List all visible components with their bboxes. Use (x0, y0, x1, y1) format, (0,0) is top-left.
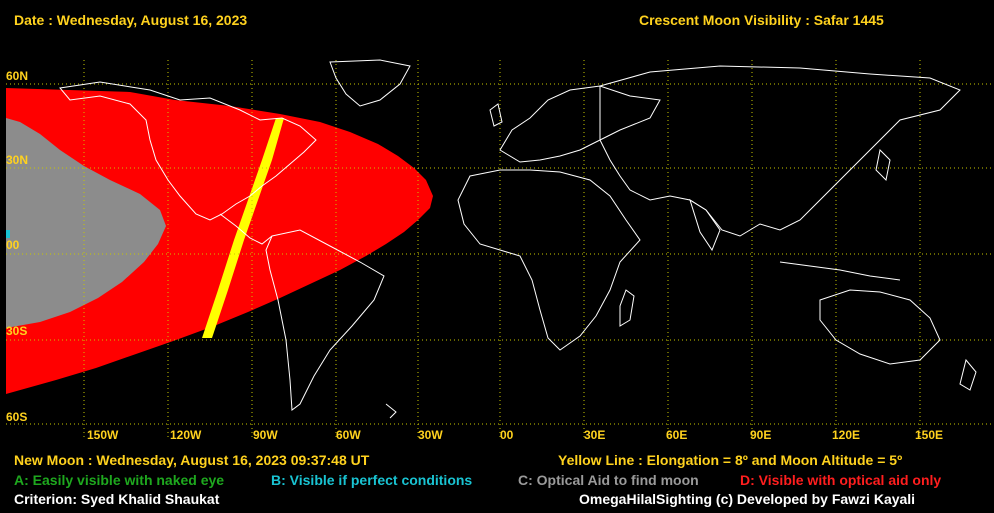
lon-label-150e: 150E (915, 428, 944, 442)
criterion-label: Criterion: Syed Khalid Shaukat (14, 491, 220, 507)
lat-label-60n: 60N (6, 69, 29, 83)
legend-b: B: Visible if perfect conditions (271, 472, 473, 488)
lat-label-60s: 60S (6, 410, 28, 424)
legend-a: A: Easily visible with naked eye (14, 472, 225, 488)
lat-label-30n: 30N (6, 153, 29, 167)
lon-label-30e: 30E (584, 428, 606, 442)
zone-d-region (6, 88, 433, 394)
lon-label-00: 00 (500, 428, 514, 442)
zone-b-region (6, 230, 10, 238)
lon-label-150w: 150W (87, 428, 119, 442)
lon-label-90w: 90W (253, 428, 278, 442)
credit-label: OmegaHilalSighting (c) Developed by Fawz… (579, 491, 916, 507)
legend-c: C: Optical Aid to find moon (518, 472, 699, 488)
lat-label-00: 00 (6, 238, 20, 252)
lon-label-120e: 120E (832, 428, 861, 442)
zone-c-region (6, 118, 166, 328)
lon-label-60e: 60E (666, 428, 688, 442)
date-label: Date : Wednesday, August 16, 2023 (14, 12, 248, 28)
lon-label-120w: 120W (170, 428, 202, 442)
coastlines (59, 59, 977, 419)
lon-label-90e: 90E (750, 428, 772, 442)
graticule (6, 60, 994, 440)
lat-label-30s: 30S (6, 324, 28, 338)
lon-label-30w: 30W (418, 428, 443, 442)
legend-d: D: Visible with optical aid only (740, 472, 942, 488)
map-title: Crescent Moon Visibility : Safar 1445 (639, 12, 884, 28)
yellow-line-legend: Yellow Line : Elongation = 8º and Moon A… (558, 452, 903, 468)
yellow-line (202, 118, 284, 338)
lon-label-60w: 60W (336, 428, 361, 442)
new-moon-label: New Moon : Wednesday, August 16, 2023 09… (14, 452, 370, 468)
